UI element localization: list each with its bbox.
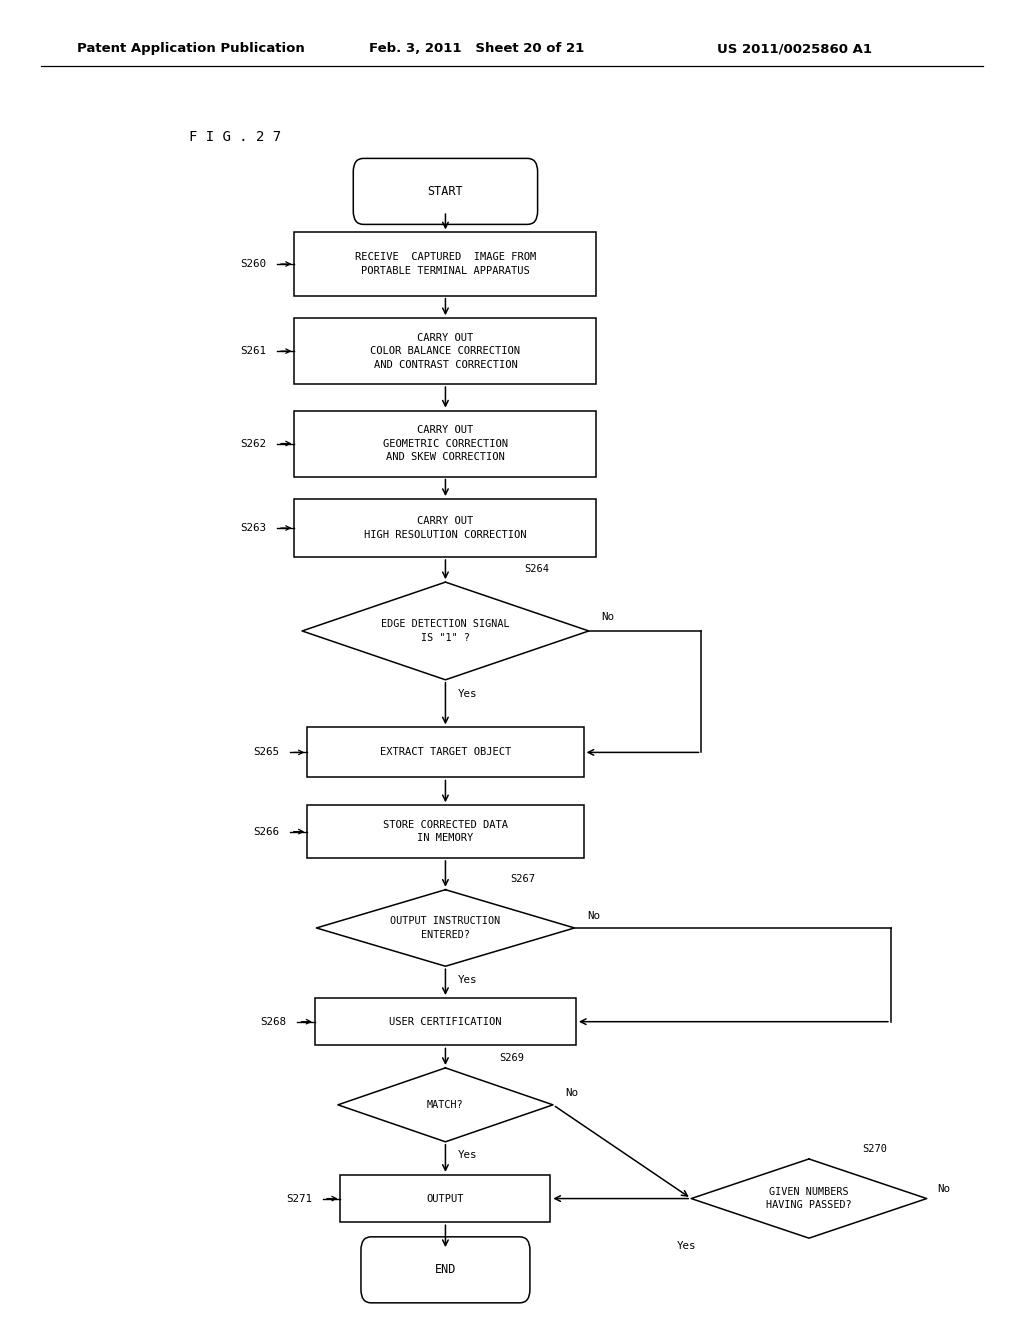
Text: S266: S266 xyxy=(253,826,279,837)
Text: S268: S268 xyxy=(260,1016,287,1027)
Text: S262: S262 xyxy=(240,438,266,449)
Text: S271: S271 xyxy=(287,1193,312,1204)
Bar xyxy=(295,232,596,296)
Text: OUTPUT INSTRUCTION
ENTERED?: OUTPUT INSTRUCTION ENTERED? xyxy=(390,916,501,940)
Text: No: No xyxy=(587,911,600,921)
Text: No: No xyxy=(601,612,614,623)
Text: Feb. 3, 2011   Sheet 20 of 21: Feb. 3, 2011 Sheet 20 of 21 xyxy=(369,42,584,55)
Text: S260: S260 xyxy=(240,259,266,269)
Text: MATCH?: MATCH? xyxy=(427,1100,464,1110)
Bar xyxy=(340,1175,551,1222)
Text: OUTPUT: OUTPUT xyxy=(427,1193,464,1204)
Bar xyxy=(307,727,584,777)
Text: S264: S264 xyxy=(524,564,549,574)
Text: EDGE DETECTION SIGNAL
IS "1" ?: EDGE DETECTION SIGNAL IS "1" ? xyxy=(381,619,510,643)
Text: CARRY OUT
GEOMETRIC CORRECTION
AND SKEW CORRECTION: CARRY OUT GEOMETRIC CORRECTION AND SKEW … xyxy=(383,425,508,462)
Text: S270: S270 xyxy=(862,1143,887,1154)
Bar xyxy=(307,805,584,858)
Text: RECEIVE  CAPTURED  IMAGE FROM
PORTABLE TERMINAL APPARATUS: RECEIVE CAPTURED IMAGE FROM PORTABLE TER… xyxy=(354,252,537,276)
Text: Patent Application Publication: Patent Application Publication xyxy=(77,42,304,55)
Text: S265: S265 xyxy=(253,747,279,758)
Bar xyxy=(315,998,575,1045)
Text: CARRY OUT
COLOR BALANCE CORRECTION
AND CONTRAST CORRECTION: CARRY OUT COLOR BALANCE CORRECTION AND C… xyxy=(371,333,520,370)
Text: Yes: Yes xyxy=(676,1241,696,1251)
Bar xyxy=(295,499,596,557)
Text: S269: S269 xyxy=(500,1052,524,1063)
Text: USER CERTIFICATION: USER CERTIFICATION xyxy=(389,1016,502,1027)
Text: GIVEN NUMBERS
HAVING PASSED?: GIVEN NUMBERS HAVING PASSED? xyxy=(766,1187,852,1210)
Bar xyxy=(295,411,596,477)
Text: S261: S261 xyxy=(240,346,266,356)
Text: START: START xyxy=(428,185,463,198)
Text: STORE CORRECTED DATA
IN MEMORY: STORE CORRECTED DATA IN MEMORY xyxy=(383,820,508,843)
FancyBboxPatch shape xyxy=(353,158,538,224)
Text: S263: S263 xyxy=(240,523,266,533)
Text: CARRY OUT
HIGH RESOLUTION CORRECTION: CARRY OUT HIGH RESOLUTION CORRECTION xyxy=(365,516,526,540)
Text: S267: S267 xyxy=(510,874,535,884)
Text: Yes: Yes xyxy=(458,689,477,700)
Text: EXTRACT TARGET OBJECT: EXTRACT TARGET OBJECT xyxy=(380,747,511,758)
Text: US 2011/0025860 A1: US 2011/0025860 A1 xyxy=(717,42,871,55)
FancyBboxPatch shape xyxy=(360,1237,530,1303)
Text: END: END xyxy=(435,1263,456,1276)
Text: Yes: Yes xyxy=(458,975,477,986)
Text: Yes: Yes xyxy=(458,1150,477,1160)
Text: No: No xyxy=(937,1184,950,1195)
Text: F I G . 2 7: F I G . 2 7 xyxy=(189,131,282,144)
Text: No: No xyxy=(565,1088,579,1098)
Bar xyxy=(295,318,596,384)
